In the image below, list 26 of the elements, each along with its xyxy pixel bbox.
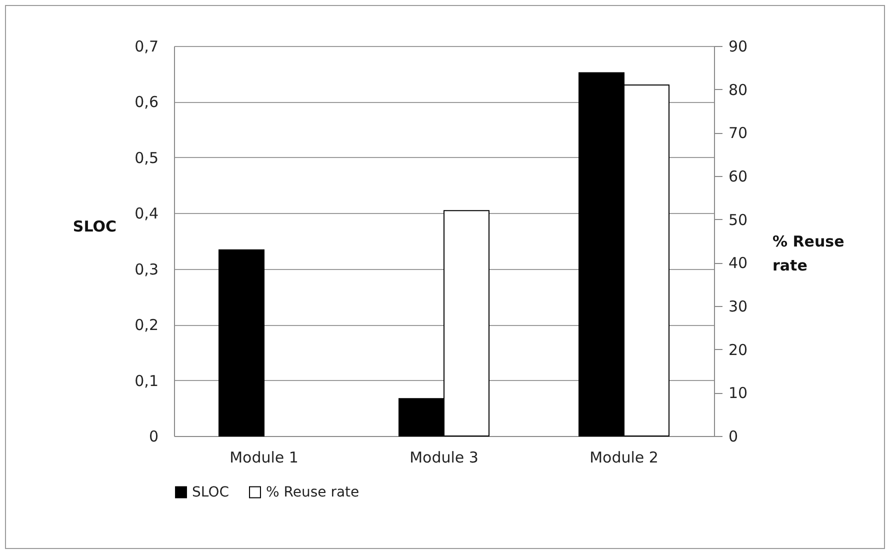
- y2-tick-label: 70: [728, 124, 748, 142]
- y2-tick-label: 90: [728, 38, 748, 56]
- y2-tick-label: 50: [728, 210, 748, 229]
- y-tick-label: 0,6: [134, 93, 158, 112]
- y2-tick-label: 80: [728, 80, 748, 99]
- y-tick-label: 0,5: [134, 148, 158, 167]
- y2-axis-title: % Reuse rate: [772, 232, 844, 274]
- legend-label: SLOC: [192, 484, 230, 500]
- y2-tick-label: 0: [728, 428, 738, 446]
- x-tick-label: Module 3: [410, 448, 478, 466]
- y-tick-label: 0,1: [134, 372, 158, 390]
- legend-label: % Reuse rate: [266, 484, 360, 500]
- y2-tick-label: 20: [728, 340, 748, 359]
- y-axis-title: SLOC: [72, 218, 116, 236]
- bar: [218, 249, 264, 436]
- y-tick-label: 0: [148, 428, 158, 446]
- y-tick-label: 0,3: [134, 260, 158, 278]
- y2-tick-label: 60: [728, 168, 748, 186]
- y2-tick-label: 40: [728, 254, 748, 272]
- y2-tick-label: 30: [728, 298, 748, 316]
- x-tick-label: Module 2: [590, 448, 658, 466]
- y2-tick-label: 10: [728, 384, 748, 402]
- y-tick-label: 0,4: [134, 204, 158, 223]
- y-tick-label: 0,7: [134, 38, 158, 56]
- x-tick-label: Module 1: [230, 448, 298, 466]
- y-tick-label: 0,2: [134, 316, 158, 334]
